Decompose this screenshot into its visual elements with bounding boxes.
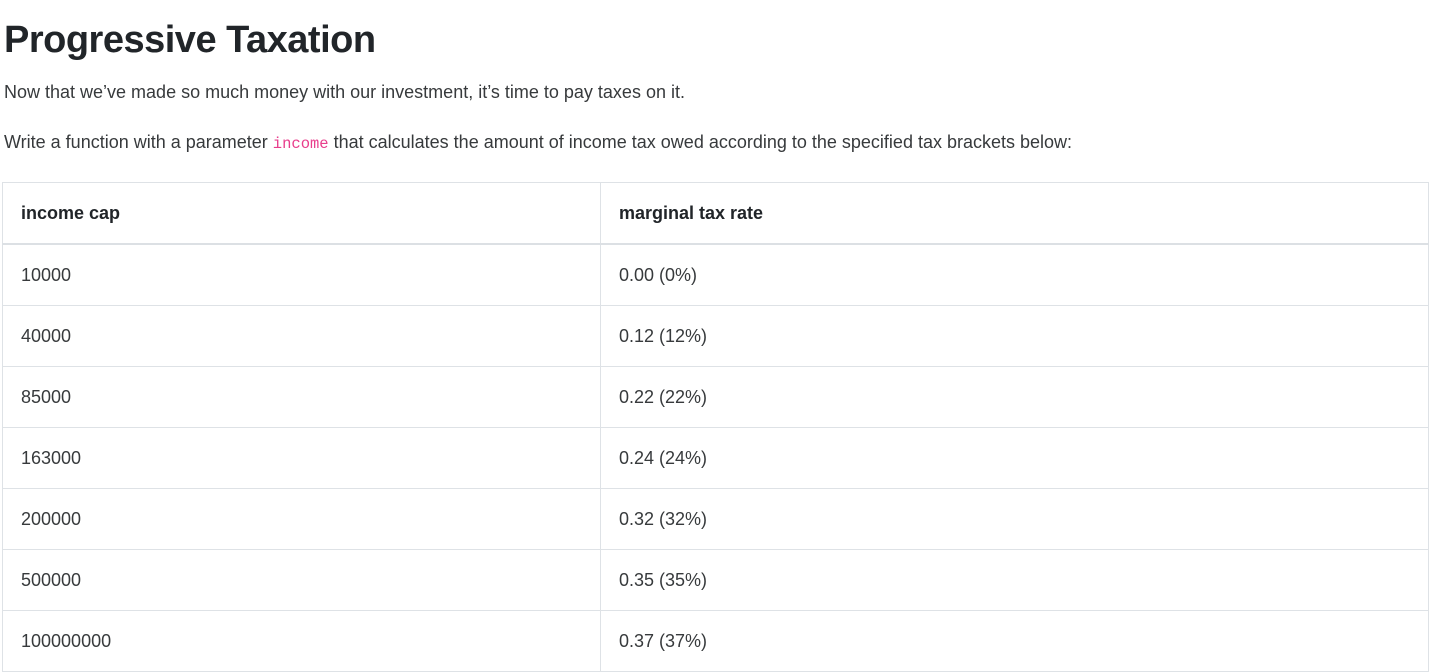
income-cap-cell: 40000 [2,304,601,367]
intro-text: Now that we’ve made so much money with o… [4,81,685,102]
income-cap-cell: 85000 [2,365,601,428]
tax-rate-cell: 0.12 (12%) [600,304,1429,367]
tax-rate-cell: 0.22 (22%) [600,365,1429,428]
intro-paragraph: Now that we’ve made so much money with o… [2,80,1428,104]
table-row: 200000 0.32 (32%) [2,487,1429,550]
tax-rate-cell: 0.35 (35%) [600,548,1429,611]
income-cap-cell: 163000 [2,426,601,489]
task-text-after-code: that calculates the amount of income tax… [328,131,1073,152]
column-header-marginal-tax-rate: marginal tax rate [600,181,1429,245]
tax-rate-cell: 0.32 (32%) [600,487,1429,550]
tax-rate-cell: 0.24 (24%) [600,426,1429,489]
tax-rate-cell: 0.37 (37%) [600,609,1429,672]
table-row: 163000 0.24 (24%) [2,426,1429,489]
income-cap-cell: 10000 [2,243,601,306]
column-header-income-cap: income cap [2,181,601,245]
tax-rate-cell: 0.00 (0%) [600,243,1429,306]
table-header-row: income cap marginal tax rate [2,181,1429,245]
income-cap-cell: 100000000 [2,609,601,672]
task-paragraph: Write a function with a parameter income… [2,130,1428,156]
inline-code-income: income [272,134,329,153]
tax-brackets-table: income cap marginal tax rate 10000 0.00 … [2,181,1429,672]
task-text-before-code: Write a function with a parameter [4,131,273,152]
table-row: 100000000 0.37 (37%) [2,609,1429,672]
income-cap-cell: 500000 [2,548,601,611]
table-row: 85000 0.22 (22%) [2,365,1429,428]
page-title: Progressive Taxation [4,19,376,61]
table-row: 40000 0.12 (12%) [2,304,1429,367]
table-row: 10000 0.00 (0%) [2,243,1429,306]
income-cap-cell: 200000 [2,487,601,550]
table-row: 500000 0.35 (35%) [2,548,1429,611]
